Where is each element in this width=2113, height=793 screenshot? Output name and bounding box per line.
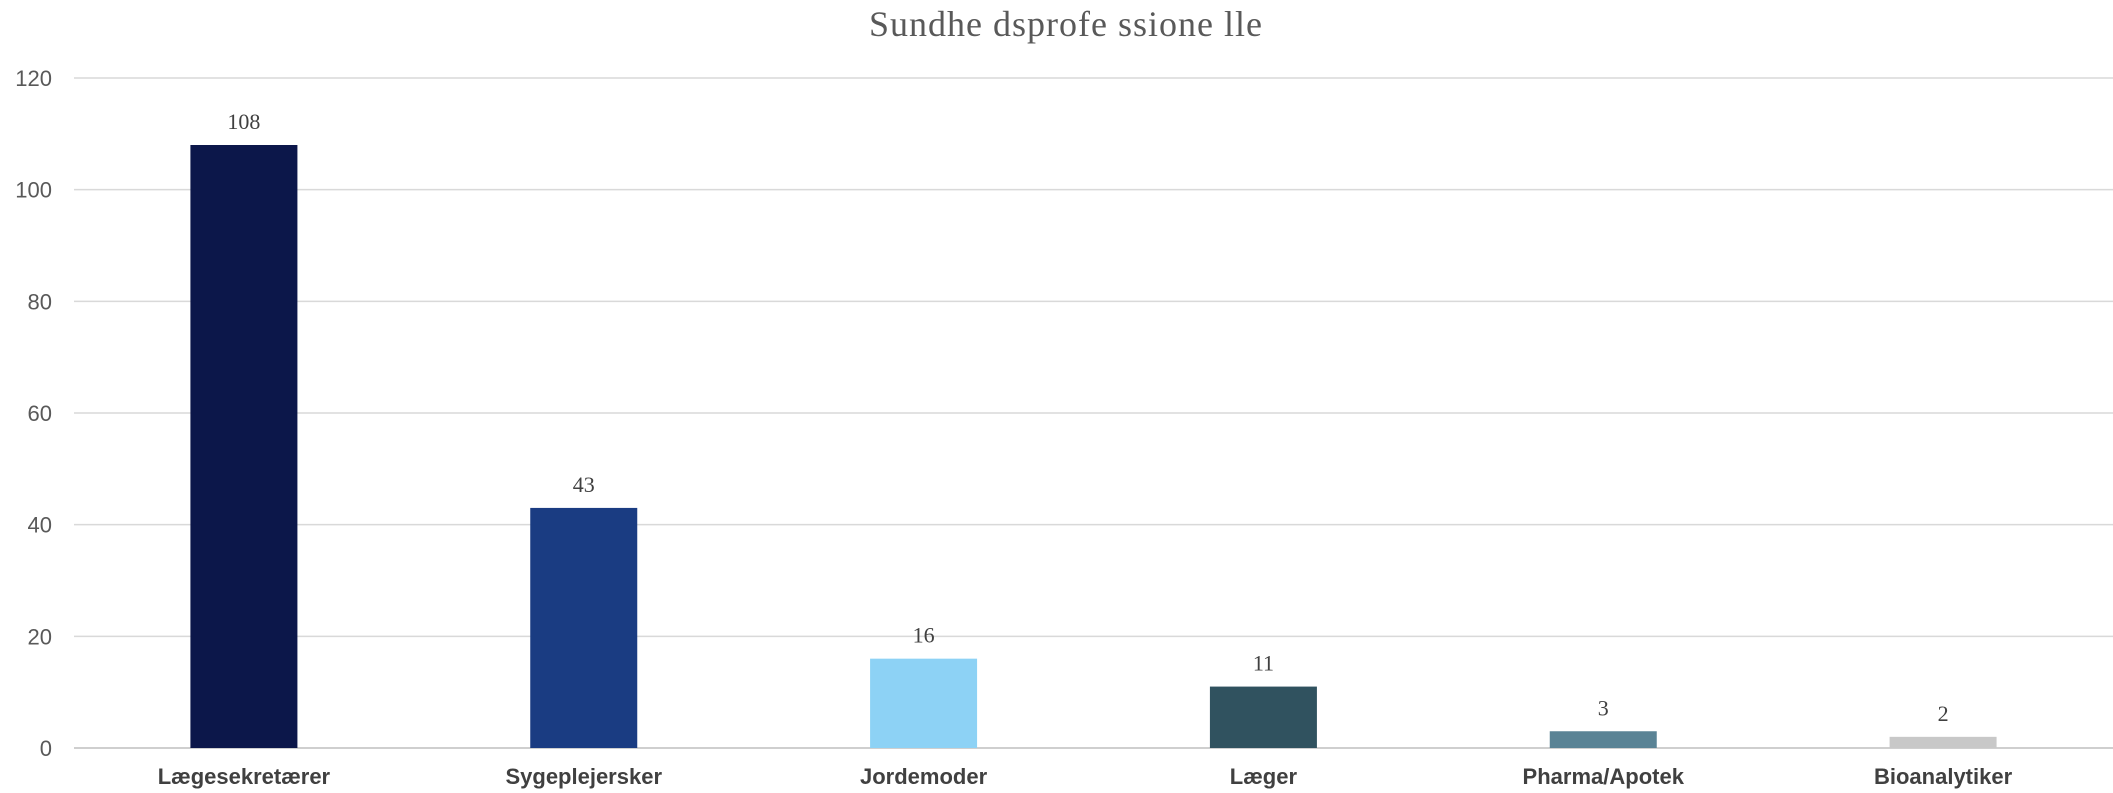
y-axis-ticks: 0 20 40 60 80 100 120 <box>15 66 52 761</box>
x-axis-ticks: Lægesekretærer Sygeplejersker Jordemoder Læ… <box>158 764 2013 789</box>
bar-3 <box>870 658 978 748</box>
y-tick-label-120: 120 <box>15 66 52 91</box>
bar-4 <box>1209 686 1317 748</box>
chart-title: Sundhe dsprofe ssione lle <box>869 4 1263 44</box>
data-labels: 108 43 16 11 3 2 <box>227 109 1948 726</box>
data-label-3: 16 <box>913 623 935 648</box>
data-label-6: 2 <box>1938 701 1949 726</box>
x-tick-label-5: Pharma/Apotek <box>1523 764 1685 789</box>
y-tick-label-60: 60 <box>28 401 52 426</box>
data-label-2: 43 <box>573 472 595 497</box>
y-tick-label-0: 0 <box>40 736 52 761</box>
x-tick-label-4: Læger <box>1230 764 1298 789</box>
y-tick-label-20: 20 <box>28 624 52 649</box>
x-tick-label-1: Lægesekretærer <box>158 764 331 789</box>
y-tick-label-40: 40 <box>28 513 52 538</box>
x-tick-label-3: Jordemoder <box>860 764 988 789</box>
bar-1 <box>190 145 298 748</box>
bar-5 <box>1549 731 1657 748</box>
x-tick-label-2: Sygeplejersker <box>505 764 662 789</box>
data-label-4: 11 <box>1253 651 1274 676</box>
y-tick-label-80: 80 <box>28 289 52 314</box>
data-label-5: 3 <box>1598 695 1609 720</box>
y-tick-label-100: 100 <box>15 178 52 203</box>
bar-6 <box>1889 736 1997 748</box>
gridlines <box>74 77 2113 749</box>
bars <box>190 145 1997 748</box>
data-label-1: 108 <box>227 109 260 134</box>
x-tick-label-6: Bioanalytiker <box>1874 764 2013 789</box>
bar-2 <box>530 507 638 748</box>
